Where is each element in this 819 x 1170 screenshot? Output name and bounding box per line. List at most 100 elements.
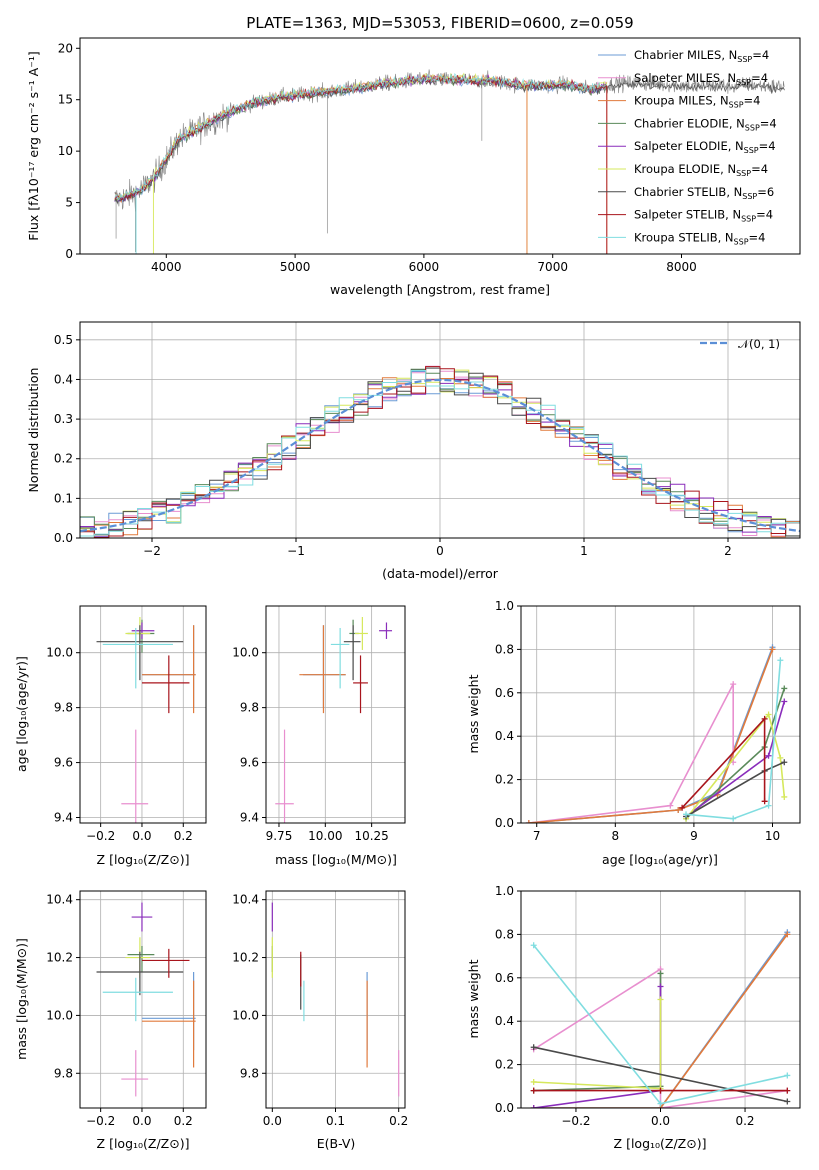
weight-point (765, 752, 772, 759)
x-tick-label: 10.00 (308, 829, 342, 843)
y-tick-label: 0.0 (54, 531, 73, 545)
x-tick-label: 0.1 (326, 1114, 345, 1128)
y-tick-label: 1.0 (495, 599, 514, 613)
axes-frame (79, 605, 207, 824)
y-tick-label: 0.2 (495, 1058, 514, 1072)
errorbar-salpeter_stelib (141, 948, 190, 978)
weight-point (530, 1105, 537, 1108)
legend-label: Salpeter ELODIE, N (634, 139, 744, 153)
y-tick-label: 0.0 (495, 816, 514, 830)
y-tick-label: 0.4 (495, 729, 514, 743)
plot-area-age_vs_mass (266, 606, 405, 823)
weight-point (657, 1087, 664, 1094)
y-tick-label: 10.2 (232, 951, 259, 965)
axes-frame (79, 890, 207, 1109)
x-tick-label: −0.2 (86, 829, 115, 843)
legend-subscript: SSP (744, 146, 759, 155)
legend-entry: Salpeter STELIB, NSSP=4 (634, 208, 773, 224)
legend-entry: Kroupa STELIB, NSSP=4 (634, 230, 765, 246)
weight-point (784, 1072, 791, 1079)
legend-label: Salpeter STELIB, N (634, 208, 741, 222)
model-spectrum-kroupa_elodie (114, 72, 608, 200)
legend-subscript: SSP (736, 169, 751, 178)
y-axis-label: Normed distribution (26, 368, 41, 493)
y-tick-label: 0.3 (54, 412, 73, 426)
legend-label: Kroupa MILES, N (634, 94, 729, 108)
x-tick-label: 0.2 (735, 1114, 754, 1128)
y-tick-label: 9.6 (54, 756, 73, 770)
plot-area-spectrum (114, 69, 785, 254)
y-tick-label: 10 (58, 144, 73, 158)
plot-area-mass_vs_ebv (266, 891, 405, 1108)
plot-area-weight_vs_age (521, 606, 800, 823)
weight-line-kroupa_miles (533, 933, 788, 1108)
y-axis-label: age [log₁₀(age/yr)] (14, 656, 29, 772)
x-tick-label: 0.0 (132, 829, 151, 843)
weight-point (765, 711, 772, 718)
x-axis-label: (data-model)/error (382, 566, 499, 581)
x-tick-label: 0.2 (389, 1114, 408, 1128)
x-tick-label: 1 (580, 544, 588, 558)
x-tick-label: 0.0 (263, 1114, 282, 1128)
panel-age_vs_mass: 9.75 10.00 10.25 9.4 9.6 9.8 10.0 mass [log₁₀(M… (232, 605, 406, 867)
y-tick-label: 0.1 (54, 491, 73, 505)
weight-point (777, 657, 784, 664)
x-tick-label: 0.2 (174, 1114, 193, 1128)
weight-point (667, 802, 674, 809)
x-axis-label: Z [log₁₀(Z/Z⊙)] (97, 852, 190, 867)
errorbar-salpeter_elodie (131, 622, 155, 639)
x-tick-label: −0.2 (86, 1114, 115, 1128)
y-tick-label: 9.8 (54, 1066, 73, 1080)
model-spectrum-chabrier_miles (114, 74, 608, 203)
y-tick-label: 10.4 (46, 893, 73, 907)
weight-point (781, 698, 788, 705)
y-tick-label: 10.2 (46, 951, 73, 965)
y-tick-label: 20 (58, 41, 73, 55)
x-tick-label: 7 (533, 829, 541, 843)
y-tick-label: 9.6 (240, 756, 259, 770)
weight-line-kroupa_miles (528, 649, 774, 823)
weight-point (761, 798, 768, 805)
weight-point (765, 802, 772, 809)
y-tick-label: 0.6 (495, 686, 514, 700)
weight-point (781, 759, 788, 766)
plot-area-mass_vs_Z (80, 891, 206, 1108)
y-tick-label: 9.8 (54, 701, 73, 715)
x-tick-label: 5000 (280, 260, 311, 274)
y-tick-label: 0 (65, 247, 73, 261)
y-tick-label: 0.4 (54, 372, 73, 386)
weight-point (784, 931, 791, 938)
errorbar-salpeter_elodie (379, 622, 393, 639)
errorbar-chabrier_elodie (127, 945, 155, 973)
y-tick-label: 5 (65, 196, 73, 210)
histogram-salpeter_stelib (80, 366, 800, 538)
legend-subscript: SSP (745, 123, 760, 132)
y-tick-label: 9.8 (240, 701, 259, 715)
errorbar-salpeter_miles (275, 729, 294, 823)
figure-title: PLATE=1363, MJD=53053, FIBERID=0600, z=0… (246, 14, 633, 32)
errorbar-kroupa_stelib (102, 977, 173, 1022)
x-tick-label: 8 (611, 829, 619, 843)
y-tick-label: 15 (58, 93, 73, 107)
model-spectrum-salpeter_elodie (114, 75, 608, 202)
y-tick-label: 0.2 (495, 773, 514, 787)
y-tick-label: 0.4 (495, 1014, 514, 1028)
y-tick-label: 0.5 (54, 333, 73, 347)
errorbar-salpeter_stelib (353, 655, 368, 714)
x-tick-label: 9 (690, 829, 698, 843)
y-axis-label: mass weight (466, 959, 481, 1038)
x-tick-label: 0.0 (651, 1114, 670, 1128)
weight-point (781, 685, 788, 692)
weight-point (530, 942, 537, 949)
x-tick-label: −0.2 (561, 1114, 590, 1128)
y-tick-label: 10.0 (46, 646, 73, 660)
legend-label: Salpeter MILES, N (634, 71, 736, 85)
errorbar-chabrier_miles (141, 972, 196, 1051)
errorbar-chabrier_elodie (127, 619, 155, 653)
weight-point (777, 754, 784, 761)
panel-mass_vs_ebv: 0.0 0.1 0.2 9.8 10.0 10.2 10.4 E(B-V) (232, 890, 408, 1151)
x-axis-label: Z [log₁₀(Z/Z⊙)] (614, 1136, 707, 1151)
errorbar-salpeter_stelib (141, 655, 190, 714)
y-tick-label: 9.4 (54, 811, 73, 825)
errorbar-salpeter_elodie (131, 902, 153, 932)
